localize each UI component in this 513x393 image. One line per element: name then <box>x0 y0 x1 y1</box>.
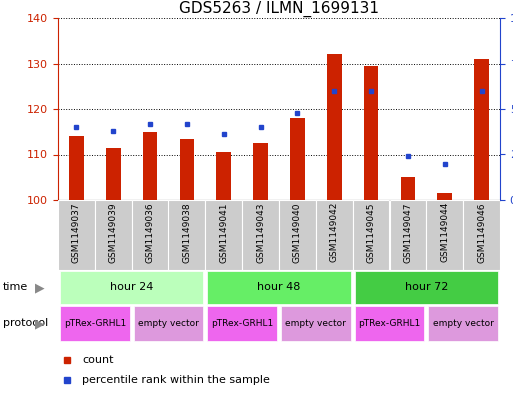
Bar <box>242 200 279 270</box>
Bar <box>106 148 121 200</box>
Bar <box>354 272 498 304</box>
Text: GSM1149038: GSM1149038 <box>183 202 191 263</box>
Text: ▶: ▶ <box>35 317 45 330</box>
Bar <box>316 200 352 270</box>
Text: protocol: protocol <box>3 318 48 329</box>
Bar <box>132 200 168 270</box>
Bar <box>180 139 194 200</box>
Bar <box>69 136 84 200</box>
Text: ▶: ▶ <box>35 281 45 294</box>
Text: GSM1149037: GSM1149037 <box>72 202 81 263</box>
Bar <box>143 132 157 200</box>
Text: hour 48: hour 48 <box>258 283 301 292</box>
Bar <box>352 200 389 270</box>
Text: pTRex-GRHL1: pTRex-GRHL1 <box>211 319 273 328</box>
Bar <box>58 200 95 270</box>
Text: count: count <box>82 355 114 365</box>
Bar <box>205 200 242 270</box>
Bar <box>426 200 463 270</box>
Text: hour 24: hour 24 <box>110 283 153 292</box>
Text: GSM1149043: GSM1149043 <box>256 202 265 263</box>
Bar <box>207 307 277 340</box>
Bar <box>207 272 351 304</box>
Bar <box>428 307 498 340</box>
Bar <box>364 66 379 200</box>
Text: pTRex-GRHL1: pTRex-GRHL1 <box>359 319 421 328</box>
Bar <box>474 59 489 200</box>
Text: empty vector: empty vector <box>138 319 199 328</box>
Bar <box>327 54 342 200</box>
Bar <box>354 307 424 340</box>
Bar <box>133 307 204 340</box>
Text: percentile rank within the sample: percentile rank within the sample <box>82 375 270 385</box>
Text: GSM1149042: GSM1149042 <box>330 202 339 263</box>
Title: GDS5263 / ILMN_1699131: GDS5263 / ILMN_1699131 <box>179 0 379 17</box>
Bar <box>216 152 231 200</box>
Text: pTRex-GRHL1: pTRex-GRHL1 <box>64 319 126 328</box>
Text: GSM1149036: GSM1149036 <box>146 202 154 263</box>
Bar <box>60 307 130 340</box>
Bar <box>389 200 426 270</box>
Bar <box>463 200 500 270</box>
Bar <box>253 143 268 200</box>
Text: GSM1149046: GSM1149046 <box>477 202 486 263</box>
Bar <box>279 200 316 270</box>
Bar <box>95 200 132 270</box>
Bar <box>438 193 452 200</box>
Bar <box>60 272 204 304</box>
Text: GSM1149040: GSM1149040 <box>293 202 302 263</box>
Text: time: time <box>3 283 28 292</box>
Bar <box>401 177 416 200</box>
Bar <box>290 118 305 200</box>
Text: empty vector: empty vector <box>285 319 346 328</box>
Text: GSM1149047: GSM1149047 <box>403 202 412 263</box>
Text: GSM1149045: GSM1149045 <box>367 202 376 263</box>
Text: GSM1149041: GSM1149041 <box>219 202 228 263</box>
Text: GSM1149039: GSM1149039 <box>109 202 118 263</box>
Bar <box>281 307 351 340</box>
Text: hour 72: hour 72 <box>405 283 448 292</box>
Text: empty vector: empty vector <box>433 319 494 328</box>
Text: GSM1149044: GSM1149044 <box>440 202 449 263</box>
Bar <box>168 200 205 270</box>
